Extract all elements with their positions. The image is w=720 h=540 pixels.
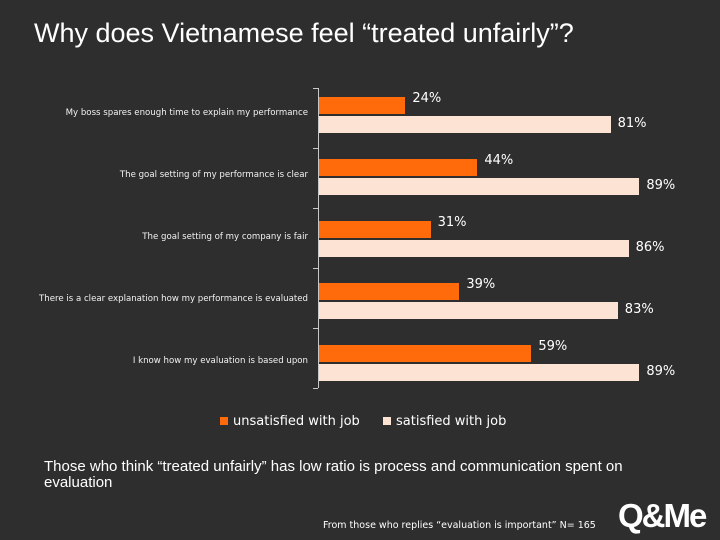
value-label-satisfied: 81% [617, 116, 647, 131]
category-label: The goal setting of my performance is cl… [119, 170, 308, 180]
value-label-unsatisfied: 59% [538, 339, 568, 354]
legend-swatch-unsatisfied [220, 416, 228, 425]
bar-satisfied [319, 240, 629, 257]
bar-satisfied [319, 302, 618, 319]
value-label-satisfied: 86% [635, 240, 665, 255]
legend-item-satisfied: satisfied with job [383, 414, 506, 429]
value-label-unsatisfied: 39% [466, 277, 496, 292]
value-label-satisfied: 89% [646, 364, 676, 379]
category-label: The goal setting of my company is fair [142, 232, 308, 242]
legend-swatch-satisfied [383, 416, 391, 425]
takeaway-text: Those who think “treated unfairly” has l… [44, 458, 623, 491]
value-label-unsatisfied: 44% [484, 153, 514, 168]
bar-unsatisfied [319, 345, 532, 362]
bar-satisfied [319, 116, 611, 133]
axis-tick [313, 268, 318, 269]
value-label-unsatisfied: 31% [437, 215, 467, 230]
bar-satisfied [319, 364, 640, 381]
legend-label-unsatisfied: unsatisfied with job [233, 414, 360, 429]
value-label-unsatisfied: 24% [412, 91, 442, 106]
category-label: My boss spares enough time to explain my… [65, 108, 308, 118]
axis-tick [313, 328, 318, 329]
source-note: From those who replies “evaluation is im… [323, 520, 596, 531]
bar-unsatisfied [319, 221, 431, 238]
axis-tick [313, 208, 318, 209]
axis-tick [313, 88, 318, 89]
legend-item-unsatisfied: unsatisfied with job [220, 414, 360, 429]
qandme-logo: Q&Me [618, 497, 707, 534]
axis-tick [313, 388, 318, 389]
legend-label-satisfied: satisfied with job [396, 414, 507, 429]
axis-tick [313, 148, 318, 149]
category-label: I know how my evaluation is based upon [132, 356, 308, 366]
value-label-satisfied: 83% [624, 302, 654, 317]
bar-unsatisfied [319, 283, 460, 300]
slide-title: Why does Vietnamese feel “treated unfair… [34, 18, 574, 48]
value-label-satisfied: 89% [646, 178, 676, 193]
category-label: There is a clear explanation how my perf… [39, 294, 308, 304]
y-axis-line [318, 88, 319, 388]
bar-satisfied [319, 178, 640, 195]
bar-unsatisfied [319, 159, 478, 176]
bar-unsatisfied [319, 97, 406, 114]
